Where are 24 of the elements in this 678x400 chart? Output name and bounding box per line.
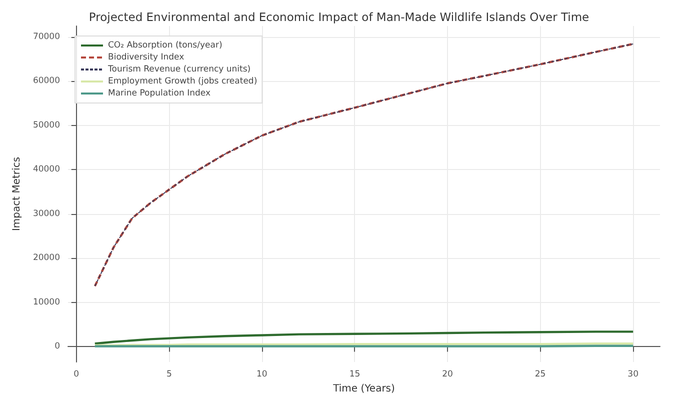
x-tick-label: 30 bbox=[628, 370, 639, 380]
x-tick-label: 10 bbox=[256, 370, 268, 380]
y-tick-label: 40000 bbox=[32, 164, 60, 175]
y-tick-label: 20000 bbox=[32, 253, 60, 264]
x-tick-label: 0 bbox=[74, 370, 80, 380]
x-tick-label: 25 bbox=[534, 370, 546, 380]
x-tick-label: 20 bbox=[442, 370, 453, 380]
legend-label: Marine Population Index bbox=[108, 88, 210, 98]
legend-label: Biodiversity Index bbox=[108, 52, 184, 62]
legend-label: Tourism Revenue (currency units) bbox=[107, 64, 251, 74]
legend-label: Employment Growth (jobs created) bbox=[108, 76, 258, 86]
y-tick-label: 10000 bbox=[32, 297, 60, 308]
x-axis-title: Time (Years) bbox=[332, 383, 396, 394]
x-tick-label: 5 bbox=[166, 370, 172, 380]
y-axis-title: Impact Metrics bbox=[12, 156, 23, 232]
legend-label: CO₂ Absorption (tons/year) bbox=[108, 40, 222, 50]
line-series bbox=[94, 330, 634, 345]
y-tick-label: 30000 bbox=[32, 208, 60, 219]
y-tick-label: 60000 bbox=[32, 76, 60, 86]
chart-title: Projected Environmental and Economic Impact of Man-Made Wildlife Islands Over Time bbox=[88, 10, 590, 24]
y-tick-label: 0 bbox=[54, 342, 60, 352]
x-tick-label: 15 bbox=[349, 370, 360, 380]
y-tick-label: 50000 bbox=[32, 120, 60, 130]
y-tick-label: 70000 bbox=[32, 32, 60, 42]
